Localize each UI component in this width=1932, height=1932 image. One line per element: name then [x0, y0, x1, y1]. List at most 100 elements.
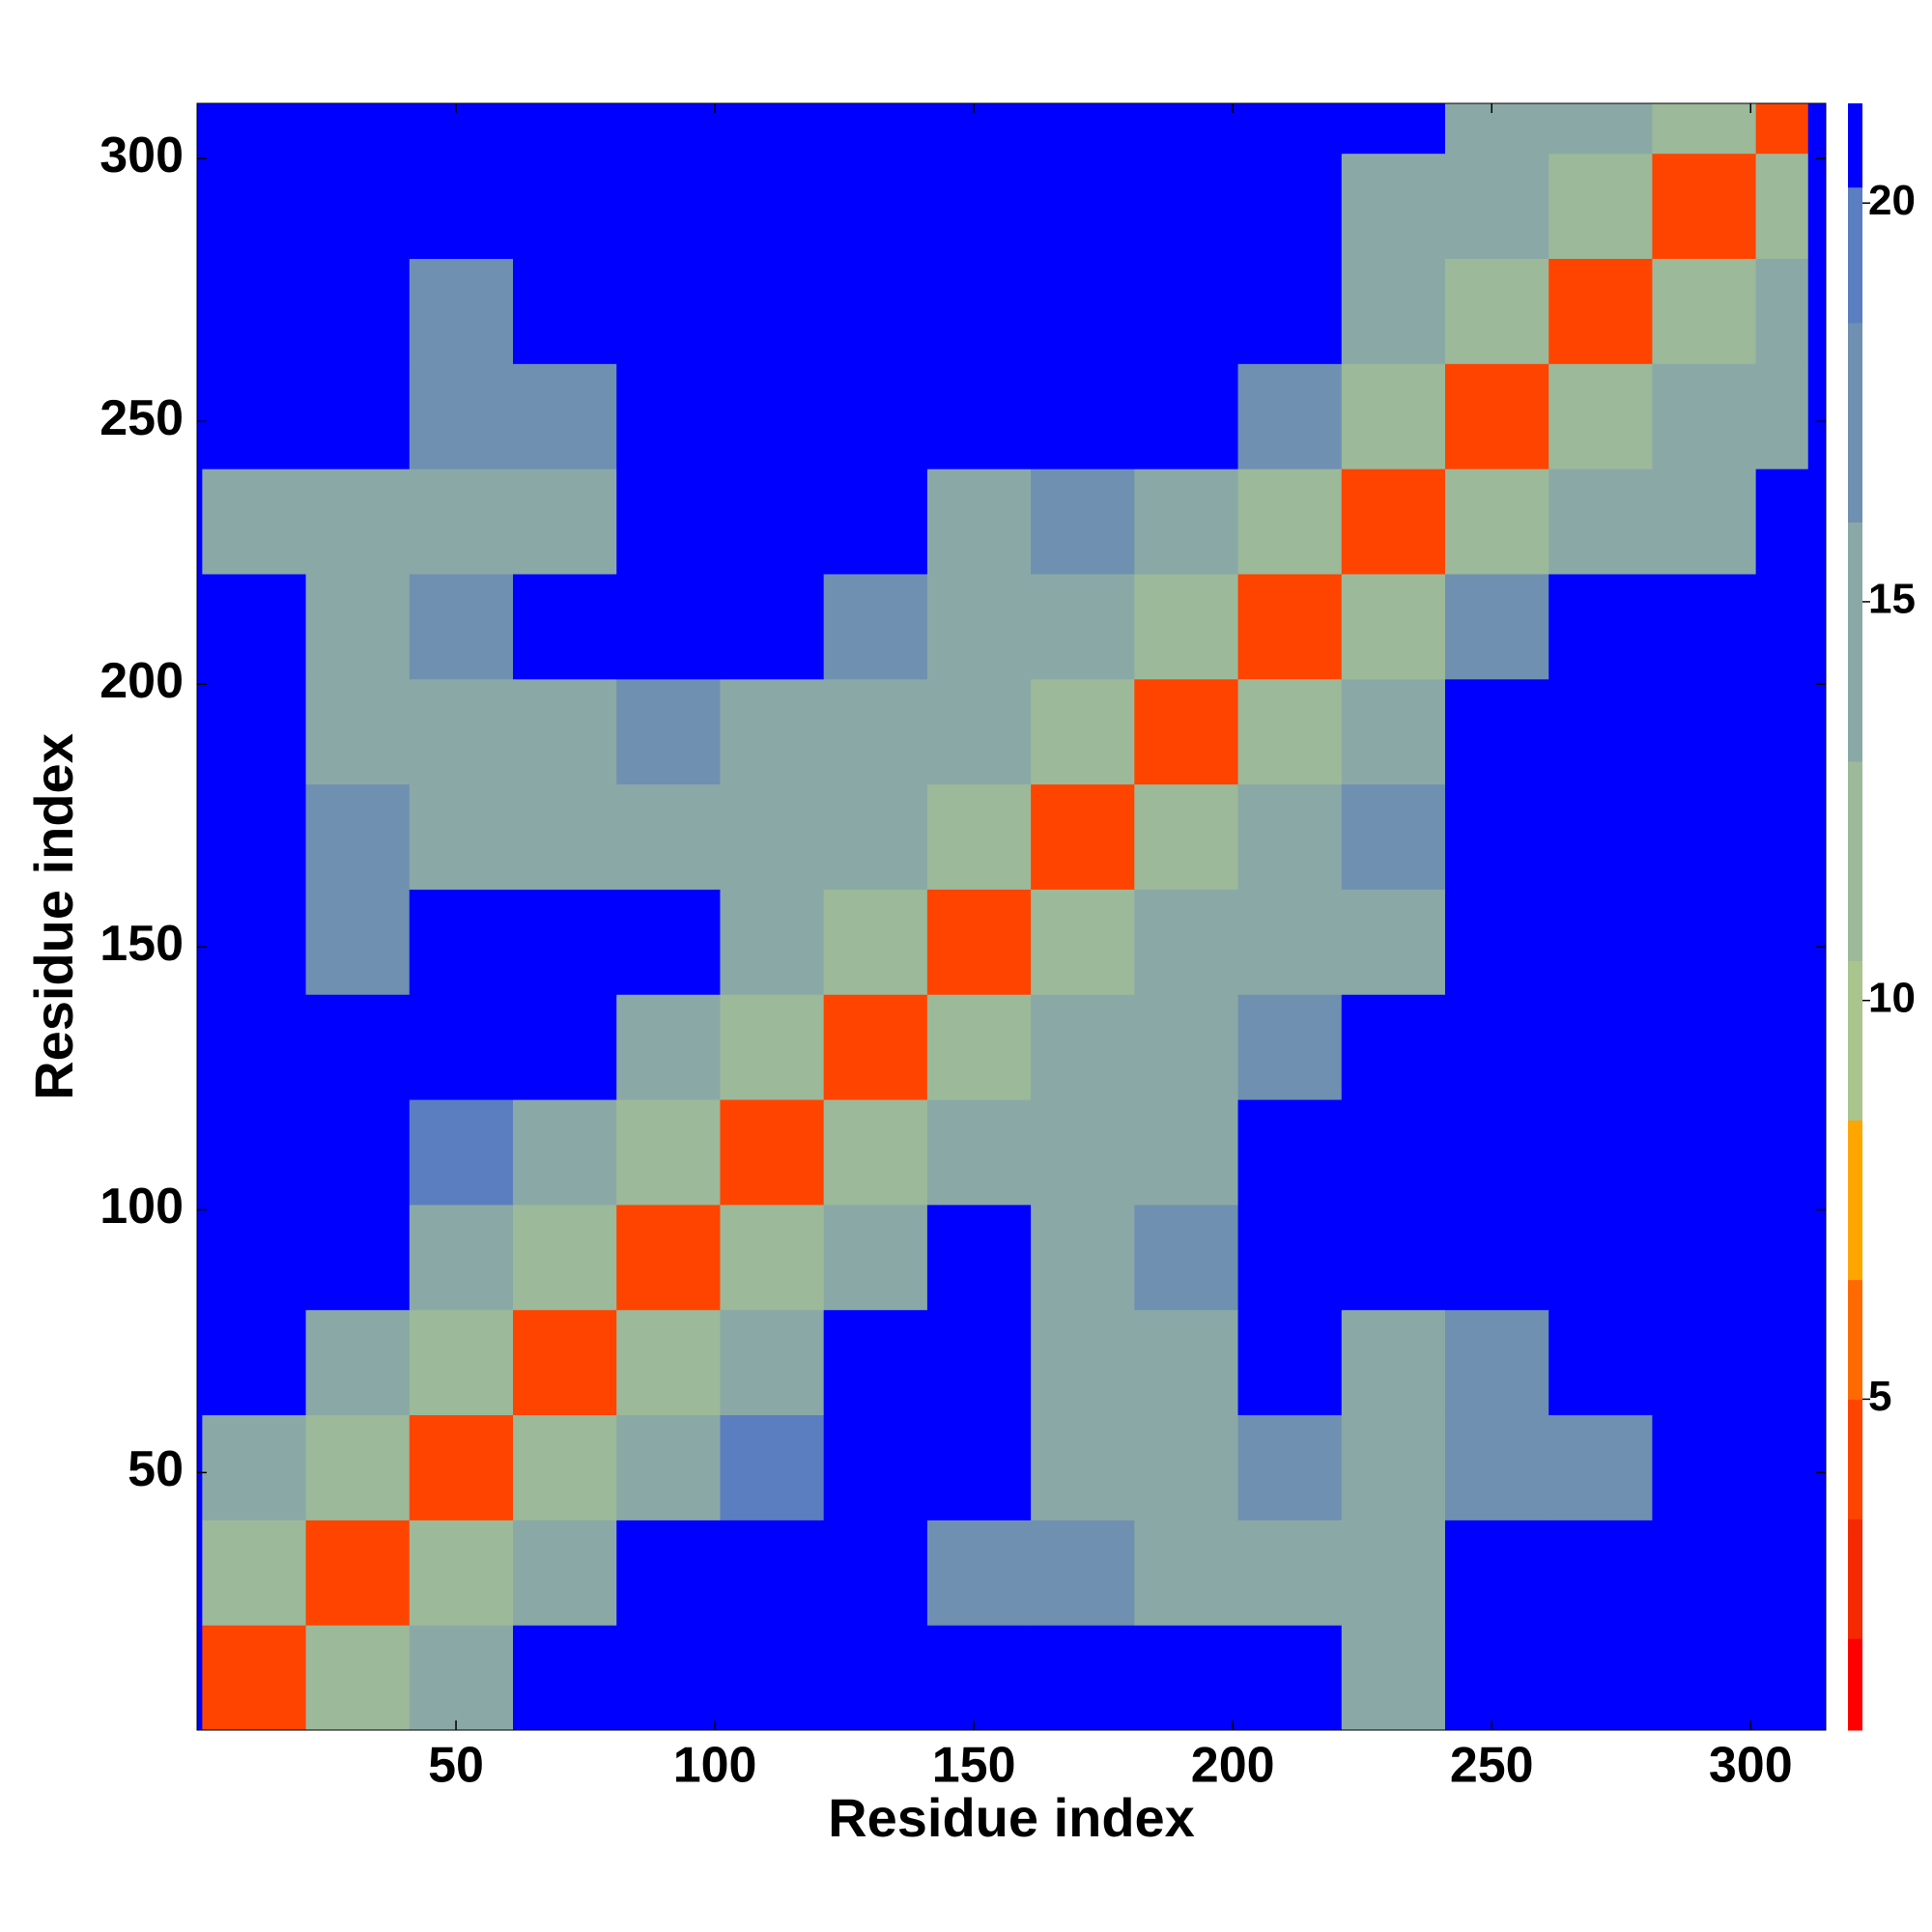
heatmap-cell — [1031, 363, 1135, 469]
heatmap-cell — [305, 1309, 411, 1416]
heatmap-cell — [616, 469, 721, 575]
heatmap-cell — [823, 573, 928, 680]
heatmap-cell — [1134, 258, 1239, 364]
heatmap-cell — [1134, 1520, 1239, 1626]
heatmap-cell — [1341, 258, 1446, 364]
heatmap-cell — [1341, 1414, 1446, 1520]
heatmap-cell — [1755, 469, 1808, 575]
heatmap-cell — [1031, 1520, 1135, 1626]
colorbar-tick-label: 10 — [1868, 974, 1916, 1021]
heatmap-cell — [1755, 889, 1808, 995]
heatmap-cell — [720, 783, 825, 890]
heatmap-cell — [823, 783, 928, 890]
heatmap-cell — [1341, 363, 1446, 469]
colorbar-segment — [1848, 1120, 1862, 1281]
heatmap-cell — [305, 153, 411, 260]
heatmap-cell — [1134, 153, 1239, 260]
heatmap-cell — [1652, 103, 1757, 155]
heatmap-cell — [513, 258, 617, 364]
heatmap-cell — [1134, 678, 1239, 785]
heatmap-cell — [1031, 1414, 1135, 1520]
heatmap-cell — [1031, 469, 1135, 575]
y-tick-label: 100 — [99, 1179, 184, 1235]
heatmap-cell — [616, 678, 721, 785]
y-tick-label: 250 — [99, 390, 184, 446]
heatmap-cell — [1755, 678, 1808, 785]
heatmap-cell — [409, 258, 514, 364]
heatmap-cell — [1652, 573, 1757, 680]
heatmap-cell — [305, 103, 411, 155]
heatmap-cell — [720, 153, 825, 260]
heatmap-cell — [926, 783, 1032, 890]
heatmap-cell — [305, 783, 411, 890]
heatmap-cell — [720, 678, 825, 785]
heatmap-cell — [1652, 1204, 1757, 1311]
heatmap-cell — [1031, 1099, 1135, 1206]
heatmap-cell — [1444, 889, 1549, 995]
heatmap-cell — [409, 573, 514, 680]
heatmap-cell — [616, 1099, 721, 1206]
heatmap-cell — [513, 1414, 617, 1520]
heatmap-cell — [1341, 889, 1446, 995]
heatmap-cell — [1548, 1520, 1653, 1626]
heatmap-cell — [1652, 1625, 1757, 1731]
heatmap-cell — [202, 889, 307, 995]
heatmap-cell — [409, 1625, 514, 1731]
heatmap-cell — [823, 1204, 928, 1311]
heatmap-cell — [1444, 153, 1549, 260]
heatmap-cell — [1548, 573, 1653, 680]
heatmap-cell — [926, 1099, 1032, 1206]
heatmap-cell — [616, 1625, 721, 1731]
heatmap-cell — [513, 1520, 617, 1626]
heatmap-cell — [720, 994, 825, 1100]
heatmap-cell — [720, 363, 825, 469]
heatmap-cell — [305, 363, 411, 469]
heatmap-cell — [1548, 1099, 1653, 1206]
heatmap-cell — [1548, 469, 1653, 575]
heatmap-cell — [823, 1099, 928, 1206]
heatmap-cell — [1444, 1099, 1549, 1206]
heatmap-cell — [202, 783, 307, 890]
heatmap-cell — [1134, 1414, 1239, 1520]
heatmap-cell — [823, 363, 928, 469]
colorbar-segment — [1848, 323, 1862, 523]
heatmap-cell — [616, 1414, 721, 1520]
heatmap-cell — [823, 469, 928, 575]
heatmap-cell — [1237, 258, 1343, 364]
heatmap-cell — [1341, 783, 1446, 890]
heatmap-cell — [823, 889, 928, 995]
heatmap-cell — [823, 258, 928, 364]
heatmap-cell — [202, 103, 307, 155]
heatmap-cell — [1444, 678, 1549, 785]
heatmap-cell — [1548, 678, 1653, 785]
heatmap-cell — [202, 678, 307, 785]
heatmap-cell — [202, 363, 307, 469]
heatmap-cell — [1031, 103, 1135, 155]
heatmap-cell — [1341, 1099, 1446, 1206]
heatmap-cell — [202, 1309, 307, 1416]
heatmap-cell — [1134, 1204, 1239, 1311]
heatmap-cell — [1031, 889, 1135, 995]
heatmap-cell — [823, 103, 928, 155]
colorbar-tick-label: 5 — [1868, 1373, 1891, 1420]
heatmap-cell — [513, 1099, 617, 1206]
heatmap-cell — [1031, 994, 1135, 1100]
colorbar-segment — [1848, 103, 1862, 188]
x-tick-label: 150 — [932, 1738, 1016, 1794]
heatmap-cell — [1548, 1625, 1653, 1731]
heatmap-cell — [926, 678, 1032, 785]
heatmap-cell — [513, 363, 617, 469]
heatmap-cell — [513, 103, 617, 155]
heatmap-cell — [926, 1309, 1032, 1416]
heatmap-cell — [1548, 363, 1653, 469]
heatmap-cell — [926, 994, 1032, 1100]
heatmap-cell — [1444, 469, 1549, 575]
x-tick-label: 200 — [1191, 1738, 1275, 1794]
heatmap-cell — [1548, 103, 1653, 155]
heatmap-cell — [1652, 363, 1757, 469]
heatmap-cell — [1237, 1625, 1343, 1731]
heatmap-cell — [720, 103, 825, 155]
heatmap-cell — [1134, 994, 1239, 1100]
heatmap-cell — [1652, 889, 1757, 995]
heatmap-cell — [1548, 783, 1653, 890]
